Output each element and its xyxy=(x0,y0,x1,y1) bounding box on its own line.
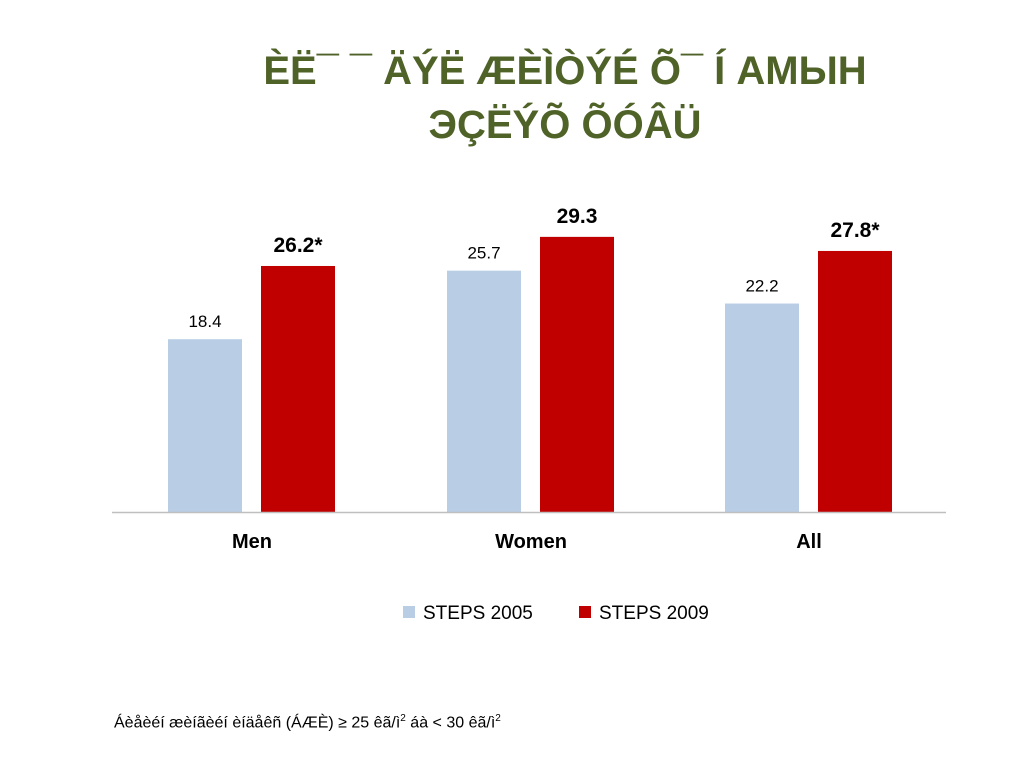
x-tick-label: Women xyxy=(495,531,567,553)
bar-steps-2005-women xyxy=(447,270,521,512)
bar-steps-2005-men xyxy=(168,339,242,512)
x-tick-label: All xyxy=(796,531,822,553)
footnote-superscript: 2 xyxy=(400,713,406,724)
legend-swatch-steps-2005 xyxy=(403,606,415,618)
slide-title-line-2: ЭÇËÝÕ ÕÓÂÜ xyxy=(428,103,702,147)
data-label: 26.2* xyxy=(273,234,323,257)
data-label: 22.2 xyxy=(745,277,778,296)
x-tick-label: Men xyxy=(232,531,272,553)
data-label: 29.3 xyxy=(557,205,598,228)
bar-steps-2005-all xyxy=(725,303,799,512)
legend-swatch-steps-2009 xyxy=(579,606,591,618)
data-label: 18.4 xyxy=(188,312,221,331)
legend-label: STEPS 2005 xyxy=(423,603,533,624)
legend-label: STEPS 2009 xyxy=(599,603,709,624)
bar-steps-2009-women xyxy=(540,236,614,513)
bar-steps-2009-all xyxy=(818,250,892,512)
footnote: Áèåèéí æèíãèéí èíäåêñ (ÁÆÈ) ≥ 25 êã/ì2 á… xyxy=(114,713,501,732)
footnote-superscript-2: 2 xyxy=(495,713,501,724)
bar-steps-2009-men xyxy=(261,265,335,512)
footnote-text: Áèåèéí æèíãèéí èíäåêñ (ÁÆÈ) ≥ 25 êã/ì xyxy=(114,714,401,732)
data-label: 27.8* xyxy=(830,219,880,242)
slide-title-line-1: ÈË¯ ¯ ÄÝË ÆÈÌÒÝÉ Õ¯ Í АМЫН xyxy=(263,49,867,93)
data-label: 25.7 xyxy=(467,244,500,263)
bar-chart: 18.4 25.7 22.2 26.2* 29.3 27.8* Men Women All STE… xyxy=(112,205,946,624)
footnote-text-2: áà < 30 êã/ì xyxy=(405,714,496,732)
